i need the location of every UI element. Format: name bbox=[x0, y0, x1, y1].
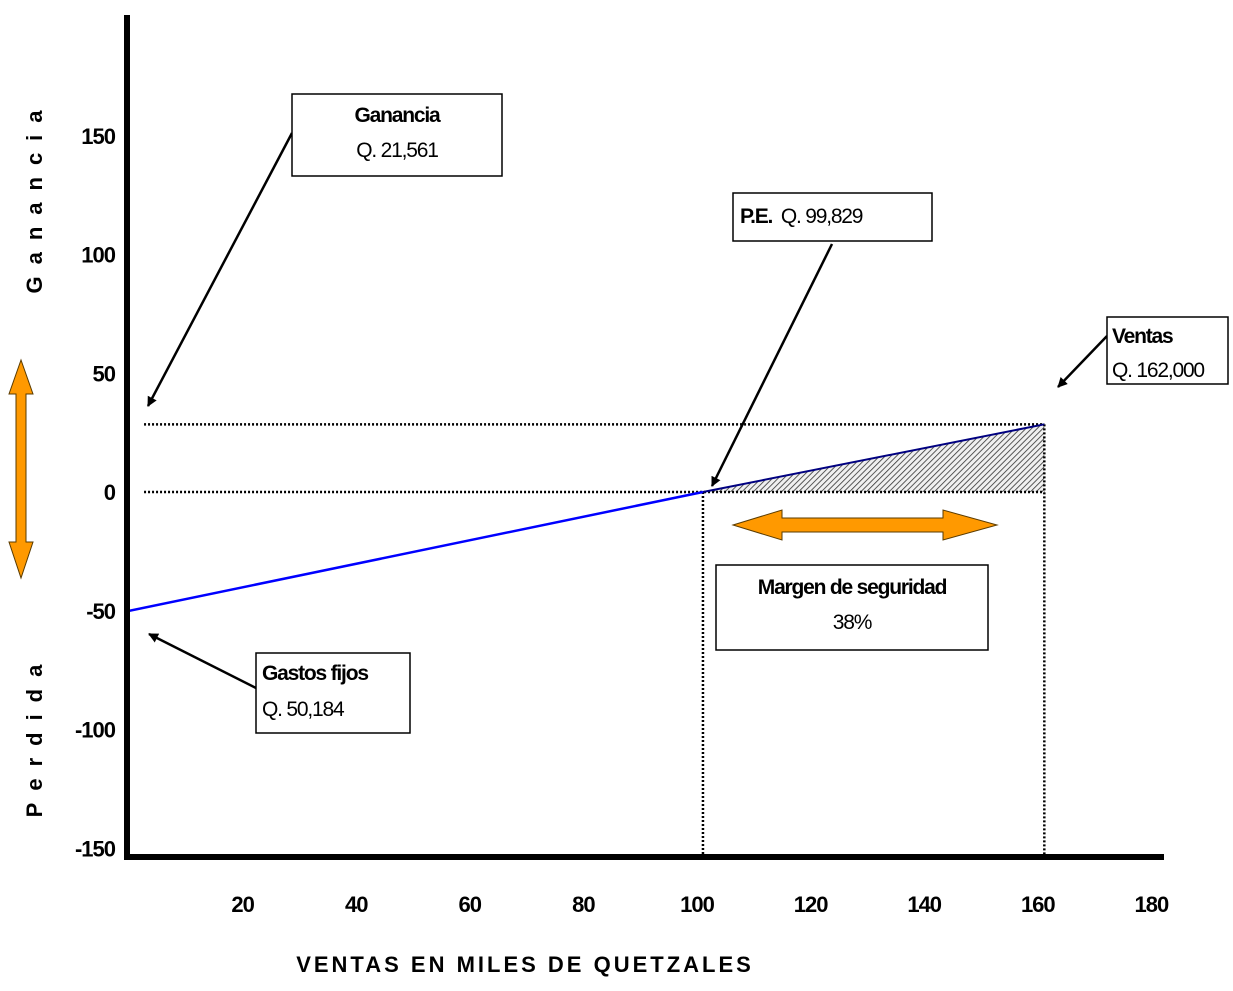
loss-line bbox=[126, 490, 704, 613]
y-tick-label: 0 bbox=[104, 480, 116, 505]
ganancia-pointer-arrow bbox=[146, 132, 294, 407]
vertical-double-arrow-icon bbox=[8, 358, 34, 580]
margin-value: 38% bbox=[833, 611, 872, 634]
x-tick-labels: 20 40 60 80 100 120 140 160 180 bbox=[231, 892, 1170, 917]
y-tick-label: 50 bbox=[93, 361, 116, 386]
x-tick-label: 100 bbox=[680, 892, 714, 917]
y-tick-label: -150 bbox=[75, 836, 116, 861]
x-tick-label: 20 bbox=[231, 892, 254, 917]
y-tick-label: -100 bbox=[75, 718, 116, 743]
y-tick-label: -50 bbox=[86, 599, 116, 624]
x-tick-label: 60 bbox=[459, 892, 482, 917]
gastos-pointer-arrow bbox=[148, 632, 257, 690]
ventas-title: Ventas bbox=[1112, 325, 1173, 348]
gastos-title: Gastos fijos bbox=[262, 662, 368, 685]
x-tick-label: 160 bbox=[1021, 892, 1055, 917]
x-tick-label: 40 bbox=[345, 892, 368, 917]
ganancia-value: Q. 21,561 bbox=[356, 139, 438, 162]
ganancia-title: Ganancia bbox=[355, 104, 441, 127]
margin-title: Margen de seguridad bbox=[758, 576, 947, 599]
x-tick-label: 80 bbox=[572, 892, 595, 917]
x-tick-label: 180 bbox=[1135, 892, 1169, 917]
profit-line bbox=[702, 423, 1045, 493]
margin-annotation: Margen de seguridad 38% bbox=[715, 564, 989, 651]
ventas-pointer-arrow bbox=[1057, 335, 1108, 388]
y-label-perdida: Perdida bbox=[22, 653, 47, 818]
y-label-ganancia: Ganancia bbox=[22, 98, 47, 293]
gastos-value: Q. 50,184 bbox=[262, 698, 345, 721]
ventas-annotation: Ventas Q. 162,000 bbox=[1106, 316, 1229, 385]
pe-title: P.E. bbox=[740, 205, 773, 228]
x-axis-title: VENTAS EN MILES DE QUETZALES bbox=[296, 952, 754, 977]
y-tick-label: 150 bbox=[81, 124, 115, 149]
pe-pointer-arrow bbox=[710, 243, 834, 487]
gastos-annotation: Gastos fijos Q. 50,184 bbox=[255, 652, 411, 734]
y-tick-label: 100 bbox=[81, 243, 115, 268]
pe-annotation: P.E. Q. 99,829 bbox=[732, 192, 933, 242]
pe-value: Q. 99,829 bbox=[781, 205, 863, 228]
svg-text:P.E. Q. 99,829: P.E. Q. 99,829 bbox=[740, 205, 863, 228]
safety-margin-arrow-icon bbox=[731, 509, 999, 541]
ventas-value: Q. 162,000 bbox=[1112, 359, 1204, 382]
x-tick-label: 120 bbox=[794, 892, 828, 917]
ganancia-annotation: Ganancia Q. 21,561 bbox=[291, 93, 503, 177]
y-tick-labels: 150 100 50 0 -50 -100 -150 bbox=[75, 124, 117, 862]
x-tick-label: 140 bbox=[907, 892, 941, 917]
